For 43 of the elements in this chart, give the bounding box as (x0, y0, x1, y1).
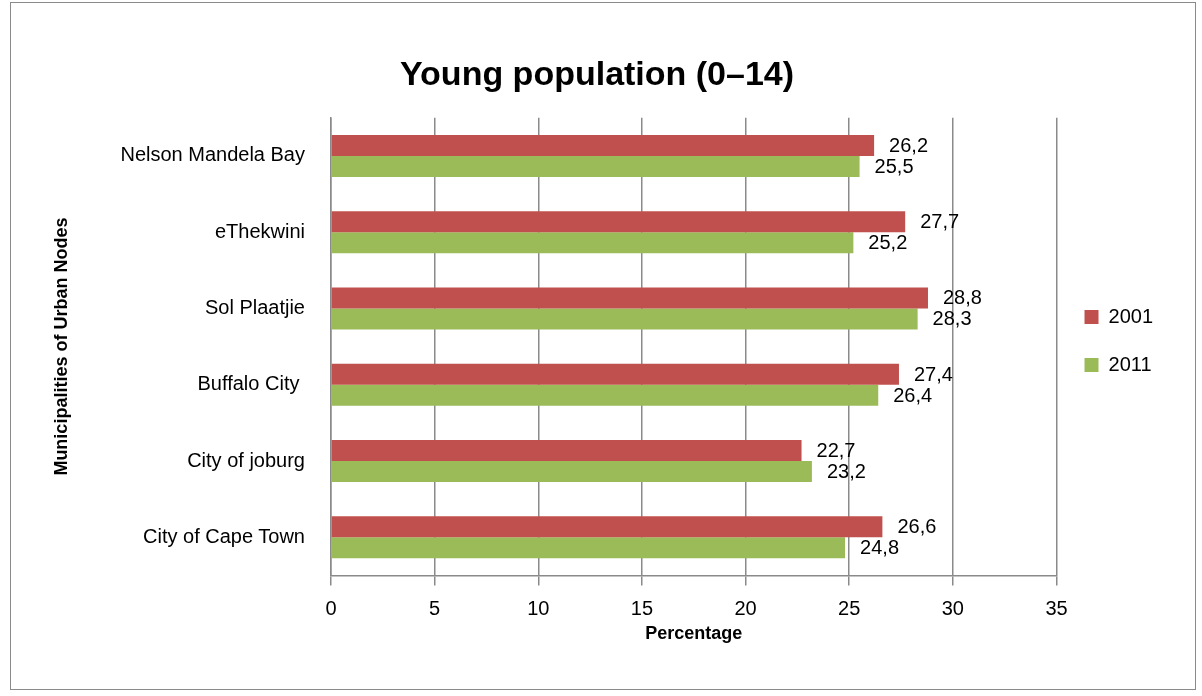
bar (331, 287, 928, 309)
bar (331, 363, 899, 385)
bar (331, 134, 875, 156)
y-axis-title: Municipalities of Urban Nodes (50, 217, 71, 476)
x-axis-title: Percentage (645, 623, 743, 644)
data-label: 27,7 (920, 210, 960, 233)
bar (331, 461, 812, 482)
x-tick-label: 25 (838, 596, 861, 619)
data-label: 24,8 (860, 536, 900, 559)
y-tick-label: Nelson Mandela Bay (120, 143, 305, 166)
y-tick-label: eThekwini (214, 219, 305, 242)
x-tick-label: 20 (734, 596, 757, 619)
bar (331, 440, 802, 461)
x-tick-label: 5 (429, 596, 441, 619)
data-label: 25,5 (874, 154, 914, 177)
data-label: 26,6 (897, 515, 937, 538)
data-label: 23,2 (826, 460, 866, 482)
data-label: 26,2 (889, 133, 929, 156)
bar (331, 537, 846, 559)
y-tick-label: Sol Plaatjie (204, 295, 305, 318)
bar (331, 211, 906, 233)
legend-label: 2001 (1108, 304, 1154, 327)
data-label: 28,8 (942, 286, 982, 309)
y-tick-label: City of joburg (187, 448, 305, 471)
x-tick-label: 10 (527, 596, 550, 619)
data-label: 28,3 (932, 307, 972, 330)
bar (331, 384, 879, 406)
data-label: 22,7 (816, 439, 856, 462)
data-label: 27,4 (913, 362, 953, 385)
x-tick-label: 0 (325, 596, 337, 619)
bar (331, 232, 854, 254)
y-tick-label: Buffalo City (197, 372, 305, 395)
x-tick-label: 15 (630, 596, 654, 619)
bar (331, 516, 883, 538)
y-tick-label: City of Cape Town (143, 524, 305, 547)
data-label: 26,4 (893, 383, 933, 406)
x-tick-label: 35 (1045, 596, 1068, 619)
x-tick-label: 30 (941, 596, 964, 619)
bar (331, 155, 860, 177)
legend-label: 2011 (1108, 352, 1152, 375)
data-label: 25,2 (868, 231, 908, 254)
bar (331, 308, 918, 330)
chart-title: Young population (0–14) (399, 53, 795, 92)
